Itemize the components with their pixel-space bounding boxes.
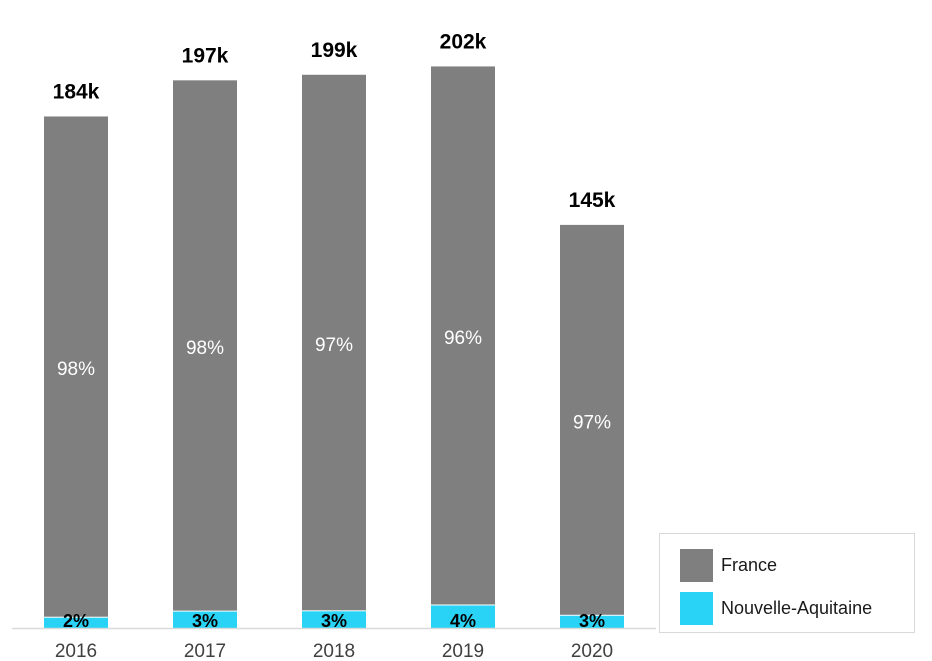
total-label-2018: 199k (311, 39, 358, 62)
data-label-nouvelle-aquitaine-2020: 3% (579, 611, 605, 631)
data-label-nouvelle-aquitaine-2017: 3% (192, 611, 218, 631)
bar-segment-nouvelle-aquitaine-2017 (173, 611, 237, 628)
data-label-france-2020: 97% (573, 412, 611, 433)
data-label-france-2018: 97% (315, 335, 353, 356)
legend-item-france: France (680, 548, 777, 582)
x-tick-label-2020: 2020 (571, 641, 613, 661)
x-tick-label-2017: 2017 (184, 641, 226, 661)
total-label-2016: 184k (53, 80, 100, 103)
bar-separator-2019 (431, 604, 495, 606)
bar-separator-2017 (173, 610, 237, 613)
total-label-2017: 197k (182, 44, 229, 67)
bar-segment-france-2016 (44, 116, 108, 618)
data-label-france-2019: 96% (444, 328, 482, 349)
chart-legend: France Nouvelle-Aquitaine (659, 533, 915, 633)
x-tick-label-2016: 2016 (55, 641, 97, 661)
x-tick-label-2018: 2018 (313, 641, 355, 661)
legend-label-france: France (721, 554, 778, 575)
data-label-nouvelle-aquitaine-2016: 2% (63, 611, 89, 631)
bar-segment-nouvelle-aquitaine-2020 (560, 615, 624, 628)
bar-separator-2020 (560, 614, 624, 617)
total-label-2020: 145k (569, 189, 616, 212)
total-label-2019: 202k (440, 30, 487, 53)
data-label-nouvelle-aquitaine-2019: 4% (450, 611, 476, 631)
data-label-france-2017: 98% (186, 338, 224, 359)
bar-segment-france-2020 (560, 224, 624, 616)
data-label-nouvelle-aquitaine-2018: 3% (321, 611, 347, 631)
legend-swatch-france (680, 548, 713, 582)
legend-item-nouvelle-aquitaine: Nouvelle-Aquitaine (680, 591, 872, 625)
bar-segment-nouvelle-aquitaine-2019 (431, 605, 495, 628)
bar-separator-2016 (44, 616, 108, 619)
x-tick-label-2019: 2019 (442, 641, 484, 661)
legend-swatch-nouvelle-aquitaine (680, 591, 713, 625)
legend-label-nouvelle-aquitaine: Nouvelle-Aquitaine (721, 597, 873, 618)
bar-separator-2018 (302, 610, 366, 612)
bar-segment-france-2019 (431, 66, 495, 606)
bar-segment-nouvelle-aquitaine-2016 (44, 617, 108, 628)
bar-segment-nouvelle-aquitaine-2018 (302, 611, 366, 628)
bar-segment-france-2017 (173, 80, 237, 612)
bar-segment-france-2018 (302, 74, 366, 612)
data-label-france-2016: 98% (57, 359, 95, 380)
